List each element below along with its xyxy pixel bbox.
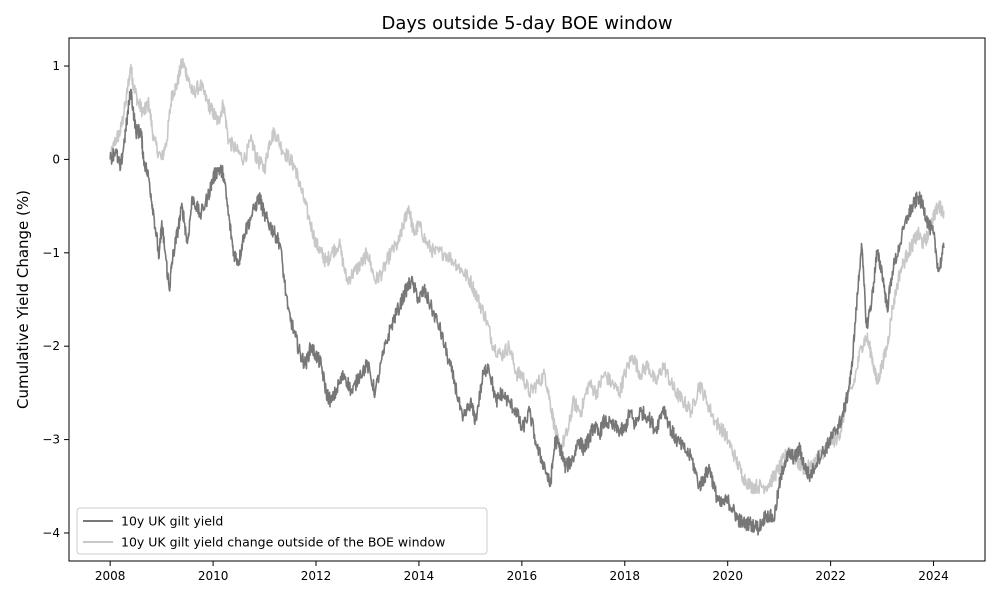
y-tick-label: −1: [42, 246, 60, 260]
x-tick-label: 2010: [198, 569, 229, 583]
y-tick-label: −2: [42, 339, 60, 353]
series-line-outside-boe-window: [109, 57, 945, 495]
x-tick-label: 2020: [712, 569, 743, 583]
x-tick-label: 2018: [610, 569, 641, 583]
y-tick-label: −3: [42, 433, 60, 447]
legend-label-gilt-yield: 10y UK gilt yield: [121, 514, 223, 529]
x-tick-label: 2024: [918, 569, 949, 583]
x-tick-label: 2008: [95, 569, 126, 583]
x-tick-label: 2022: [815, 569, 846, 583]
y-tick-label: 0: [52, 152, 60, 166]
legend-box: [76, 507, 488, 555]
legend-label-outside-boe-window: 10y UK gilt yield change outside of the …: [121, 535, 445, 550]
y-tick-label: 1: [52, 59, 60, 73]
y-tick-label: −4: [42, 526, 60, 540]
plot-frame: [68, 37, 986, 562]
y-axis-label: Cumulative Yield Change (%): [14, 190, 32, 409]
legend: 10y UK gilt yield 10y UK gilt yield chan…: [76, 507, 488, 555]
x-tick-label: 2016: [507, 569, 538, 583]
x-tick-label: 2014: [404, 569, 435, 583]
chart-title: Days outside 5-day BOE window: [381, 13, 672, 34]
y-axis-ticks: −4 −3 −2 −1 0 1: [42, 59, 69, 540]
series-line-gilt-yield: [109, 88, 945, 536]
plot-lines: [109, 57, 945, 536]
x-tick-label: 2012: [301, 569, 332, 583]
x-axis-ticks: 2008 2010 2012 2014 2016 2018 2020 2022 2024: [95, 561, 949, 583]
